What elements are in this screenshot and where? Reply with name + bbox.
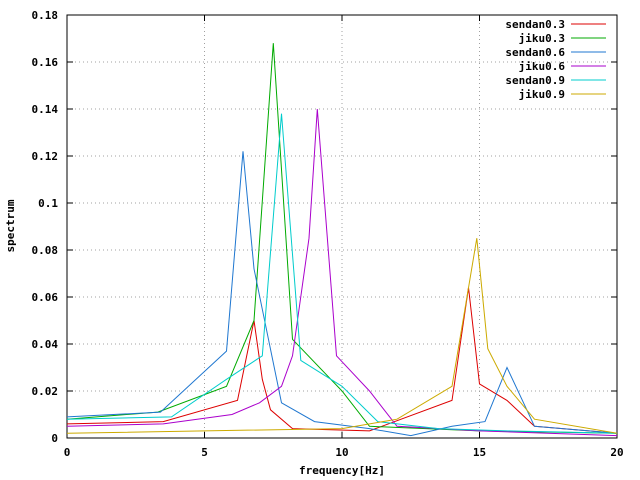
series-line-sendan0.6 bbox=[66, 151, 618, 437]
y-tick-label: 0 bbox=[51, 432, 58, 445]
legend-label: jiku0.9 bbox=[519, 88, 565, 101]
series-line-jiku0.6 bbox=[66, 108, 618, 437]
series-line-jiku0.9 bbox=[66, 238, 618, 434]
y-tick-label: 0.08 bbox=[32, 244, 59, 257]
y-tick-label: 0.06 bbox=[32, 291, 59, 304]
y-tick-label: 0.12 bbox=[32, 150, 59, 163]
y-tick-label: 0.18 bbox=[32, 9, 59, 22]
legend-label: jiku0.3 bbox=[519, 32, 565, 45]
x-tick-label: 15 bbox=[473, 446, 486, 459]
x-tick-label: 10 bbox=[335, 446, 348, 459]
y-tick-label: 0.16 bbox=[32, 56, 59, 69]
series-line-sendan0.9 bbox=[66, 113, 618, 434]
series-lines bbox=[66, 43, 618, 437]
axis-ticks: 0 0.02 0.04 0.06 0.08 0.1 0.12 0.14 0.16 0.18 0 5 10… bbox=[32, 9, 624, 459]
legend-label: sendan0.6 bbox=[505, 46, 565, 59]
y-tick-label: 0.1 bbox=[38, 197, 58, 210]
x-axis-title: frequency[Hz] bbox=[299, 464, 385, 477]
series-line-jiku0.3 bbox=[66, 43, 618, 434]
y-axis-title: spectrum bbox=[4, 199, 17, 252]
legend-label: jiku0.6 bbox=[519, 60, 566, 73]
x-tick-label: 20 bbox=[610, 446, 623, 459]
legend-label: sendan0.3 bbox=[505, 18, 565, 31]
y-tick-label: 0.14 bbox=[32, 103, 59, 116]
legend-label: sendan0.9 bbox=[505, 74, 565, 87]
series-line-sendan0.3 bbox=[66, 287, 618, 434]
grid bbox=[67, 15, 617, 438]
y-tick-label: 0.04 bbox=[32, 338, 59, 351]
y-tick-label: 0.02 bbox=[32, 385, 59, 398]
x-tick-label: 0 bbox=[64, 446, 71, 459]
legend: sendan0.3jiku0.3sendan0.6jiku0.6sendan0.… bbox=[505, 18, 606, 101]
x-tick-label: 5 bbox=[201, 446, 208, 459]
